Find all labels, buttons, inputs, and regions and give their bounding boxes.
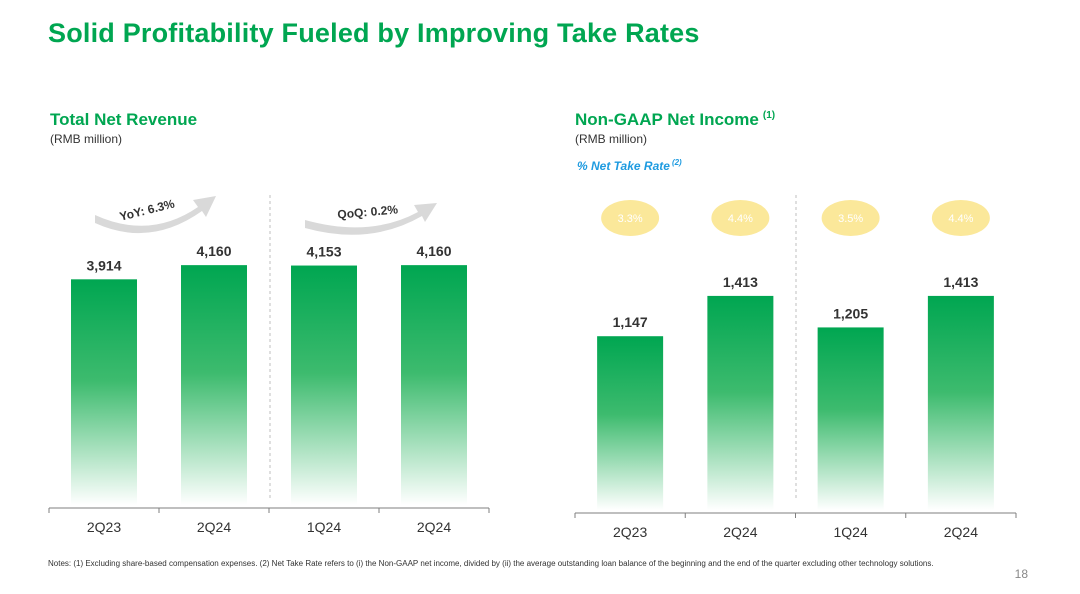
revenue-value-label: 3,914 <box>86 257 121 273</box>
revenue-category-label: 1Q24 <box>307 519 341 535</box>
net-income-chart-unit: (RMB million) <box>575 132 647 146</box>
net-take-rate-value: 4.4% <box>948 213 973 225</box>
net-take-rate-bubble <box>601 200 660 236</box>
yoy-growth-label: YoY: 6.3% <box>118 196 176 223</box>
revenue-value-label: 4,160 <box>196 243 231 259</box>
net-take-rate-value: 3.5% <box>838 213 863 225</box>
net-take-rate-bubble <box>821 200 880 236</box>
net-income-axis-ticks <box>574 513 1017 518</box>
revenue-value-label: 4,153 <box>306 244 341 260</box>
net-income-category-label: 2Q24 <box>944 524 978 540</box>
net-take-rate-value: 3.3% <box>618 213 643 225</box>
net-income-value-label: 1,147 <box>613 314 648 330</box>
revenue-category-label: 2Q24 <box>417 519 451 535</box>
qoq-growth-label: QoQ: 0.2% <box>337 202 399 221</box>
revenue-bar-1q24 <box>291 265 357 505</box>
net-income-bar-2q23 <box>597 336 664 510</box>
revenue-chart-unit: (RMB million) <box>50 132 122 146</box>
net-income-value-label: 1,205 <box>833 305 868 321</box>
net-take-rate-label-text: % Net Take Rate <box>577 159 670 173</box>
net-income-bars: 1,147 2Q23 1,413 2Q24 1,205 1Q24 1,413 2Q24 <box>597 274 994 540</box>
net-income-title-text: Non-GAAP Net Income <box>575 110 759 129</box>
revenue-bar-2q24 <box>401 265 467 505</box>
net-take-rate-label: % Net Take Rate (2) <box>577 158 682 173</box>
revenue-category-label: 2Q24 <box>197 519 231 535</box>
net-take-rate-bubble <box>931 200 990 236</box>
net-take-rate-bubbles: 3.3% 4.4% 3.5% 4.4% <box>601 200 990 236</box>
net-take-rate-bubble <box>711 200 770 236</box>
net-income-category-label: 2Q23 <box>613 524 647 540</box>
qoq-growth-arrow: QoQ: 0.2% <box>305 202 437 235</box>
revenue-chart-title: Total Net Revenue <box>50 110 198 129</box>
net-income-chart-title: Non-GAAP Net Income (1) <box>575 110 775 130</box>
net-take-rate-footnote: (2) <box>671 158 682 167</box>
net-take-rate-value: 4.4% <box>728 213 753 225</box>
revenue-value-label: 4,160 <box>416 243 451 259</box>
page-number: 18 <box>1014 567 1028 581</box>
yoy-growth-arrow: YoY: 6.3% <box>95 196 216 234</box>
revenue-axis-ticks <box>48 508 490 513</box>
net-income-bar-2q24 <box>707 295 774 510</box>
net-income-value-label: 1,413 <box>943 274 978 290</box>
net-income-bar-1q24 <box>817 327 884 510</box>
net-income-bar-2q24 <box>927 295 994 510</box>
net-income-value-label: 1,413 <box>723 274 758 290</box>
slide-title: Solid Profitability Fueled by Improving … <box>48 18 700 48</box>
net-income-category-label: 1Q24 <box>834 524 868 540</box>
net-income-title-footnote: (1) <box>762 110 776 122</box>
revenue-bar-2q23 <box>71 279 137 505</box>
revenue-bars: 3,914 2Q23 4,160 2Q24 4,153 1Q24 4,160 2Q24 <box>71 243 467 535</box>
footnotes: Notes: (1) Excluding share-based compens… <box>48 559 934 568</box>
revenue-bar-2q24 <box>181 265 247 505</box>
net-income-category-label: 2Q24 <box>723 524 757 540</box>
revenue-category-label: 2Q23 <box>87 519 121 535</box>
